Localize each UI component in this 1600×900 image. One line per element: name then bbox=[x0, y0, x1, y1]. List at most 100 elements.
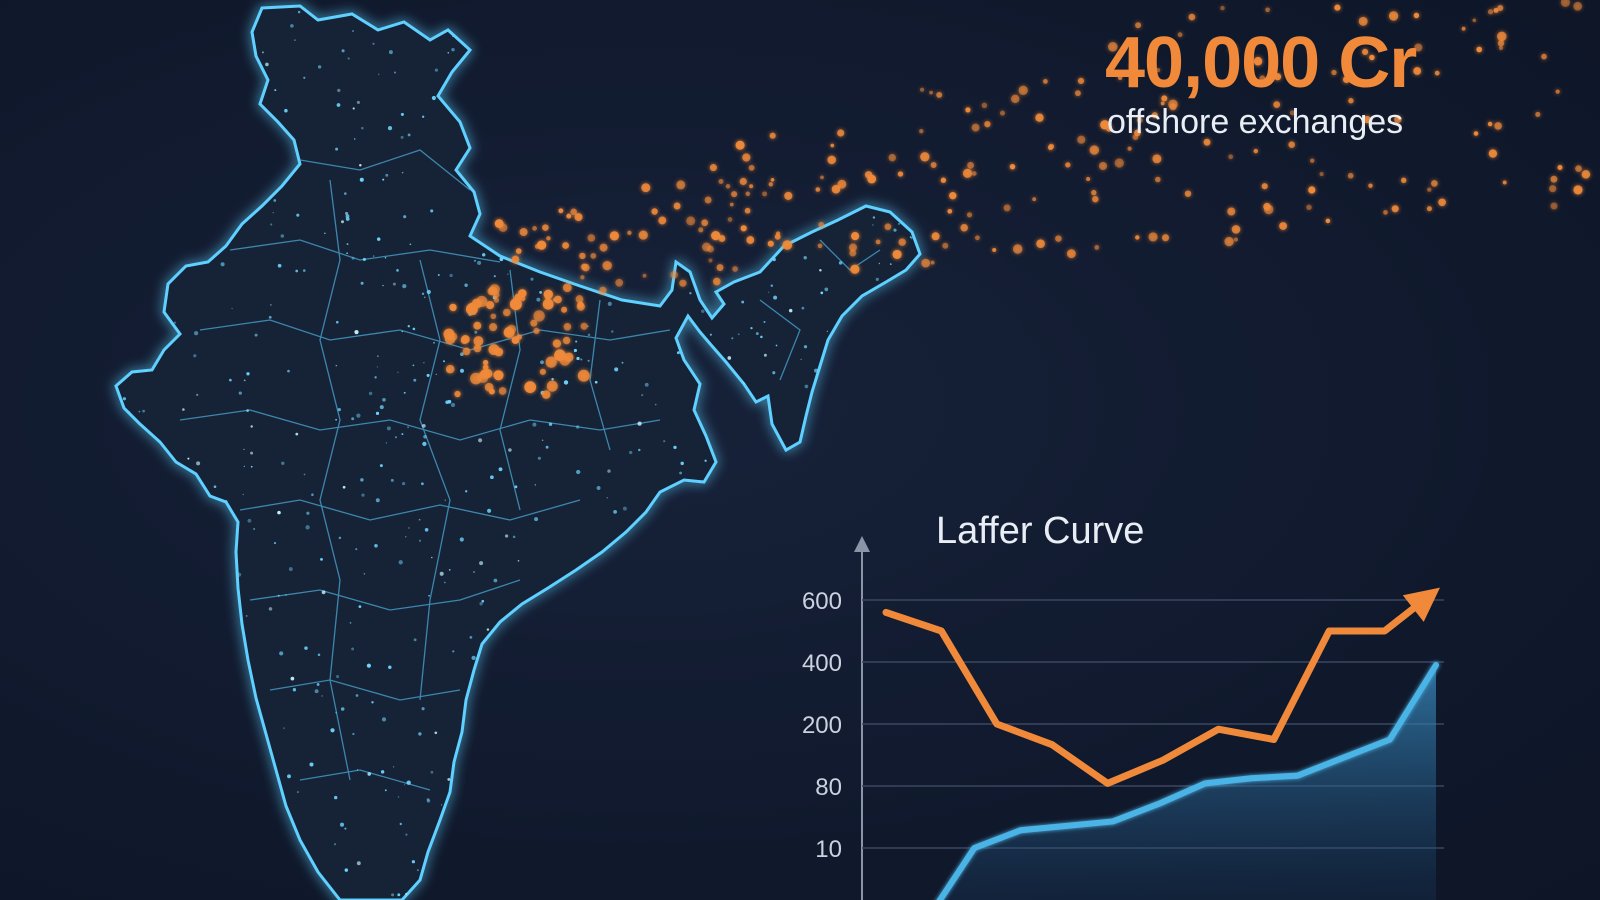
city-light bbox=[392, 766, 395, 768]
city-light bbox=[721, 101, 724, 104]
city-light bbox=[655, 716, 661, 721]
flow-particle bbox=[732, 266, 738, 272]
city-light bbox=[808, 456, 813, 461]
city-light bbox=[653, 98, 657, 102]
city-light bbox=[883, 848, 887, 853]
india-map-illustration bbox=[114, 4, 922, 900]
city-light bbox=[226, 80, 230, 85]
city-light bbox=[718, 601, 722, 605]
flow-particle bbox=[742, 153, 751, 162]
flow-particle bbox=[577, 369, 590, 382]
city-light bbox=[170, 183, 173, 187]
city-light bbox=[670, 66, 673, 69]
city-light bbox=[902, 81, 906, 85]
city-light bbox=[418, 518, 421, 521]
city-light bbox=[155, 818, 159, 822]
city-light bbox=[372, 42, 375, 45]
flow-particle bbox=[1151, 112, 1158, 119]
city-light bbox=[620, 561, 624, 565]
city-light bbox=[145, 789, 149, 793]
city-light bbox=[196, 393, 199, 397]
city-light bbox=[242, 493, 244, 496]
city-light bbox=[507, 142, 512, 147]
city-light bbox=[237, 572, 242, 577]
city-light bbox=[507, 273, 509, 275]
state-border-line bbox=[179, 409, 661, 441]
city-light bbox=[757, 489, 760, 493]
city-light bbox=[188, 695, 191, 698]
city-light bbox=[877, 609, 882, 614]
city-light bbox=[692, 845, 695, 848]
flow-particle bbox=[498, 387, 507, 395]
city-light bbox=[505, 35, 509, 39]
city-light bbox=[358, 605, 362, 608]
city-light bbox=[837, 677, 840, 679]
flow-particle bbox=[486, 301, 495, 310]
city-light bbox=[833, 810, 836, 812]
city-light bbox=[776, 881, 781, 886]
city-light bbox=[509, 719, 512, 722]
city-light bbox=[405, 833, 408, 836]
city-light bbox=[563, 665, 566, 668]
flow-particle bbox=[558, 208, 564, 214]
city-light bbox=[247, 518, 252, 523]
city-light bbox=[549, 79, 552, 82]
city-light bbox=[141, 850, 146, 855]
city-light bbox=[632, 43, 637, 48]
city-light bbox=[609, 53, 613, 56]
city-light bbox=[249, 717, 252, 720]
flow-particle bbox=[762, 191, 768, 197]
city-light bbox=[762, 811, 767, 816]
flow-particle bbox=[898, 238, 906, 246]
flow-particle bbox=[702, 242, 711, 252]
city-light bbox=[387, 125, 393, 131]
city-light bbox=[335, 364, 338, 367]
flow-particle bbox=[590, 253, 597, 259]
city-light bbox=[919, 566, 920, 571]
city-light bbox=[865, 360, 869, 364]
city-light bbox=[907, 280, 910, 283]
city-light bbox=[420, 19, 424, 23]
flow-particle bbox=[1127, 146, 1132, 151]
city-light bbox=[778, 12, 781, 14]
city-light bbox=[666, 120, 671, 124]
flow-particle bbox=[1161, 234, 1170, 242]
city-light bbox=[116, 411, 118, 416]
city-light bbox=[722, 462, 725, 464]
flow-particle bbox=[1229, 45, 1237, 53]
city-light bbox=[316, 683, 320, 686]
flow-particle bbox=[468, 302, 475, 309]
flow-particle bbox=[749, 184, 754, 189]
flow-particle bbox=[949, 192, 957, 200]
flow-particle bbox=[1550, 202, 1558, 210]
city-light bbox=[713, 783, 717, 788]
city-light bbox=[231, 307, 233, 310]
city-light bbox=[124, 23, 129, 29]
flow-particle bbox=[1100, 120, 1110, 130]
flow-particle bbox=[1077, 135, 1086, 144]
city-light bbox=[694, 260, 699, 265]
flow-particle bbox=[532, 226, 537, 231]
city-light bbox=[133, 749, 136, 752]
city-light bbox=[624, 735, 628, 738]
city-light bbox=[865, 465, 869, 469]
city-light bbox=[382, 397, 386, 402]
city-light bbox=[250, 105, 254, 109]
city-light bbox=[804, 231, 807, 234]
flow-particle bbox=[519, 227, 528, 237]
flow-particle bbox=[1091, 189, 1097, 196]
city-light bbox=[606, 497, 609, 499]
city-light bbox=[261, 51, 264, 54]
city-light bbox=[374, 376, 377, 379]
flow-particle bbox=[709, 164, 717, 172]
city-light bbox=[631, 164, 633, 167]
city-light bbox=[221, 891, 226, 895]
city-light bbox=[598, 725, 603, 729]
flow-particle bbox=[875, 239, 881, 245]
city-light bbox=[153, 615, 156, 618]
city-light bbox=[876, 40, 881, 45]
state-border-line bbox=[269, 679, 461, 701]
city-light bbox=[345, 217, 350, 221]
city-light bbox=[588, 58, 594, 63]
city-light bbox=[187, 749, 192, 754]
